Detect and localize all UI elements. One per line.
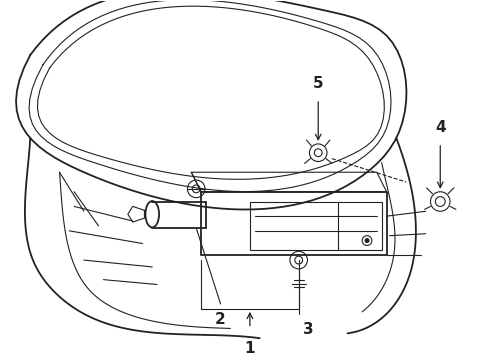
Text: 1: 1 — [245, 341, 255, 356]
Text: 4: 4 — [435, 120, 445, 135]
Text: 3: 3 — [303, 321, 314, 337]
Text: 5: 5 — [313, 76, 323, 91]
Circle shape — [365, 239, 369, 243]
Text: 2: 2 — [215, 312, 226, 327]
